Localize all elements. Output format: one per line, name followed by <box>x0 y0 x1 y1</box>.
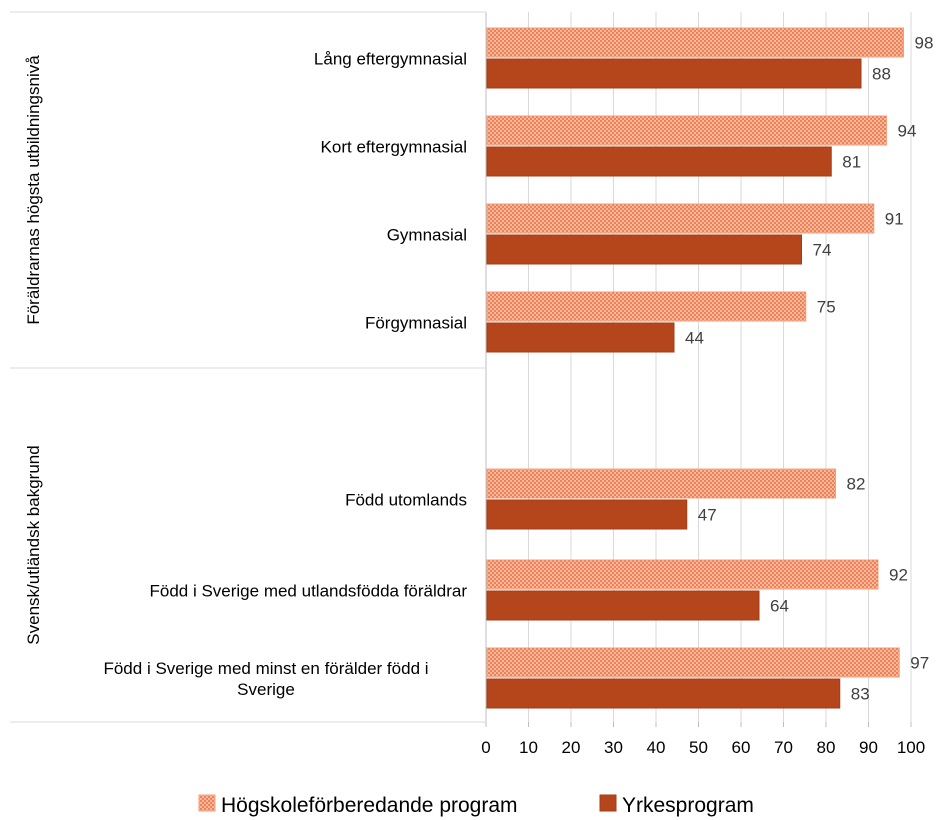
category-label: Sverige <box>237 680 295 699</box>
bar-hogskoleforberedande <box>486 115 887 146</box>
bar-yrkesprogram <box>486 499 688 530</box>
legend-swatch <box>198 794 216 812</box>
data-label: 64 <box>770 597 789 616</box>
x-tick-label: 90 <box>859 738 878 757</box>
category-label: Lång eftergymnasial <box>314 50 467 69</box>
labels: 0 10 20 30 40 50 60 70 80 90 100 Föräldrarnas högst… <box>24 34 933 758</box>
group-label: Svensk/utländsk bakgrund <box>24 445 43 644</box>
bar-hogskoleforberedande <box>486 203 875 234</box>
data-label: 74 <box>813 241 832 260</box>
bar-hogskoleforberedande <box>486 647 900 678</box>
category-label: Gymnasial <box>387 226 467 245</box>
category-label: Förgymnasial <box>365 314 467 333</box>
data-label: 75 <box>817 298 836 317</box>
data-label: 98 <box>915 34 934 53</box>
category-label: Född i Sverige med utlandsfödda föräldra… <box>149 582 467 601</box>
x-tick-label: 10 <box>519 738 538 757</box>
bar-yrkesprogram <box>486 234 802 265</box>
bar-yrkesprogram <box>486 146 832 177</box>
bar-yrkesprogram <box>486 678 841 709</box>
legend: Högskoleförberedande program Yrkesprogram <box>198 794 754 817</box>
bar-hogskoleforberedande <box>486 27 904 58</box>
x-tick-label: 0 <box>481 738 490 757</box>
bar-yrkesprogram <box>486 58 862 89</box>
data-label: 97 <box>910 654 929 673</box>
bar-yrkesprogram <box>486 590 760 621</box>
legend-swatch <box>599 794 617 812</box>
bar-hogskoleforberedande <box>486 291 807 322</box>
data-label: 88 <box>872 65 891 84</box>
category-label: Kort eftergymnasial <box>321 138 467 157</box>
x-tick-label: 30 <box>604 738 623 757</box>
x-tick-label: 70 <box>774 738 793 757</box>
data-label: 91 <box>885 210 904 229</box>
x-tick-label: 40 <box>647 738 666 757</box>
bars <box>486 27 904 709</box>
group-label: Föräldrarnas högsta utbildningsnivå <box>24 55 43 325</box>
legend-label: Högskoleförberedande program <box>221 794 518 817</box>
bar-hogskoleforberedande <box>486 559 879 590</box>
x-tick-label: 80 <box>817 738 836 757</box>
x-tick-label: 50 <box>689 738 708 757</box>
data-label: 47 <box>698 506 717 525</box>
category-label: Född utomlands <box>345 491 467 510</box>
data-label: 94 <box>898 122 917 141</box>
bar-yrkesprogram <box>486 322 675 353</box>
legend-label: Yrkesprogram <box>622 794 754 817</box>
x-tick-label: 60 <box>732 738 751 757</box>
x-tick-label: 20 <box>562 738 581 757</box>
category-label: Född i Sverige med minst en förälder föd… <box>103 659 428 678</box>
data-label: 92 <box>889 566 908 585</box>
bar-hogskoleforberedande <box>486 468 836 499</box>
data-label: 81 <box>842 153 861 172</box>
x-tick-label: 100 <box>897 738 925 757</box>
data-label: 44 <box>685 329 704 348</box>
data-label: 82 <box>847 475 866 494</box>
data-label: 83 <box>851 685 870 704</box>
